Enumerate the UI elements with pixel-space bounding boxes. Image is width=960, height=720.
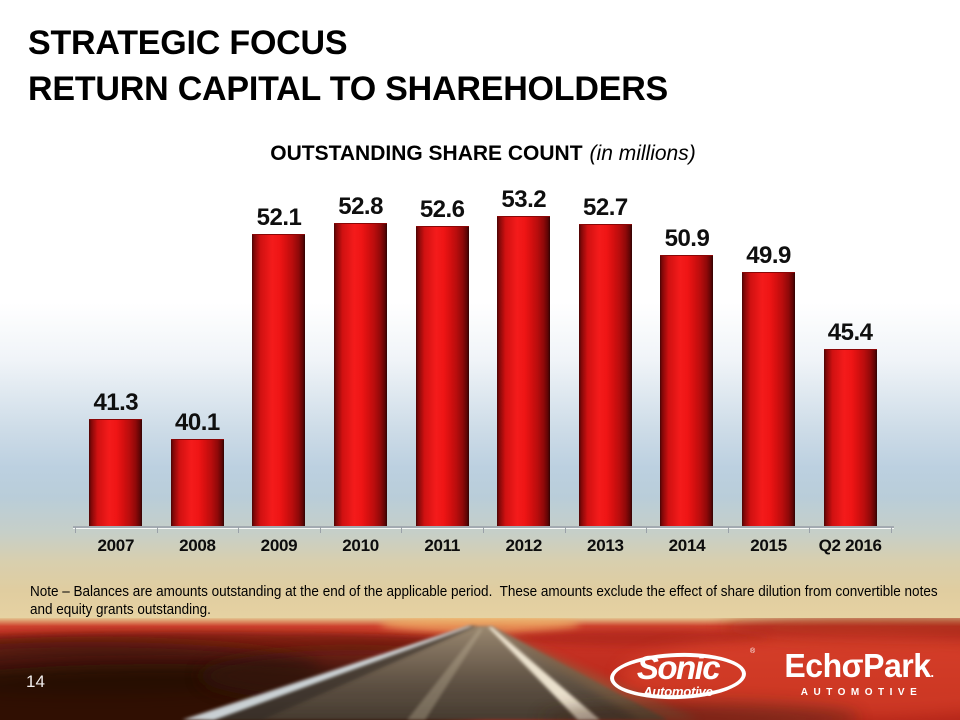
axis-tick <box>401 527 403 533</box>
bar-slot: 52.6 <box>401 186 483 527</box>
bar <box>660 255 714 527</box>
bar-slot: 49.9 <box>728 186 810 527</box>
echopark-automotive-logo: EchσPark. AUTOMOTIVE <box>778 649 940 698</box>
bar-value-label: 49.9 <box>746 241 791 269</box>
x-axis-label: 2010 <box>342 536 379 555</box>
bar-value-label: 41.3 <box>93 388 139 416</box>
echopark-wordmark-text: EchσPark <box>784 647 931 684</box>
bar-value-label: 52.6 <box>419 195 465 223</box>
x-axis-ticks <box>75 527 892 533</box>
x-axis-label: 2011 <box>424 536 461 555</box>
bar <box>252 234 306 527</box>
x-axis-label: 2009 <box>260 536 298 555</box>
axis-tick <box>156 527 158 533</box>
x-axis-label: 2012 <box>505 536 543 555</box>
axis-tick <box>646 527 648 533</box>
slide-title-line-1: STRATEGIC FOCUS <box>28 24 348 62</box>
x-axis-label: 2015 <box>750 536 787 555</box>
x-axis-label: 2007 <box>97 536 135 555</box>
bright-red-area-right <box>620 634 960 718</box>
bar-chart-plot-area: 41.3 40.1 52.1 52.8 52.6 53.2 52.7 50.9 49.9 45.4 <box>75 186 891 527</box>
bar-value-label: 52.7 <box>583 193 628 221</box>
bar-slot: 52.7 <box>565 186 647 527</box>
axis-tick <box>891 527 892 533</box>
bar <box>823 349 877 527</box>
bar-slot: 40.1 <box>157 186 239 527</box>
footnote-line-2: and equity grants outstanding. <box>30 600 211 618</box>
x-axis-labels: 2007 2008 2009 2010 2011 2012 2013 2014 2015 Q2 2… <box>75 536 891 556</box>
chart-title-units: (in millions) <box>589 142 696 165</box>
bar-value-label: 40.1 <box>175 408 220 436</box>
slide-title-line-2: RETURN CAPITAL TO SHAREHOLDERS <box>28 70 669 108</box>
bar-value-label: 52.1 <box>256 203 302 231</box>
bar-value-label: 45.4 <box>827 318 873 346</box>
chart-title: OUTSTANDING SHARE COUNT (in millions) <box>75 142 891 166</box>
sonic-registered-mark: ® <box>750 648 756 655</box>
bar-slot: 52.8 <box>320 186 402 527</box>
axis-tick <box>727 527 729 533</box>
bar-slot: 53.2 <box>483 186 565 527</box>
page-number: 14 <box>26 672 45 691</box>
sonic-logo-wordmark: Sonic <box>636 649 721 686</box>
sunset-glow <box>380 618 580 633</box>
red-cloud-streak <box>510 630 770 646</box>
echopark-trademark-dot: . <box>930 665 935 680</box>
road-shoulder-right <box>492 627 700 720</box>
bar <box>415 226 469 527</box>
x-axis-label: 2013 <box>587 536 624 555</box>
bar-value-label: 50.9 <box>664 224 710 252</box>
slide-title: STRATEGIC FOCUS RETURN CAPITAL TO SHAREH… <box>28 20 668 112</box>
bar <box>742 272 796 527</box>
bar <box>89 419 143 527</box>
bar <box>578 224 632 527</box>
bar <box>170 439 224 527</box>
x-axis-label: 2014 <box>668 536 706 555</box>
sonic-logo-subtext: Automotive <box>643 684 713 699</box>
bar <box>334 223 388 527</box>
axis-tick <box>483 527 484 533</box>
bar-slot: 52.1 <box>238 186 320 527</box>
x-axis-label: Q2 2016 <box>818 536 882 555</box>
axis-tick <box>809 527 811 533</box>
bar-value-label: 52.8 <box>338 192 383 220</box>
echopark-logo-subtext: AUTOMOTIVE <box>800 687 923 698</box>
footnote: Note – Balances are amounts outstanding … <box>30 583 960 618</box>
bar-slot: 41.3 <box>75 186 157 527</box>
lane-line-center <box>407 629 483 720</box>
axis-tick <box>238 527 240 533</box>
lane-line-right <box>488 627 600 720</box>
echopark-wordmark: EchσPark. <box>780 649 937 682</box>
bar <box>497 216 551 527</box>
bar-value-label: 53.2 <box>501 185 547 213</box>
lane-line-left <box>182 626 473 720</box>
bar-slot: 50.9 <box>646 186 728 527</box>
axis-tick <box>319 527 321 533</box>
shadow-bottom-right <box>540 702 860 720</box>
footnote-line-1: Note – Balances are amounts outstanding … <box>30 583 938 600</box>
sonic-automotive-logo: Sonic ® Automotive <box>609 648 755 702</box>
bar-slot: 45.4 <box>809 186 891 527</box>
chart-title-main: OUTSTANDING SHARE COUNT <box>270 142 583 165</box>
road-banner-image <box>0 618 960 720</box>
axis-tick <box>75 527 76 533</box>
axis-tick <box>564 527 566 533</box>
x-axis-label: 2008 <box>179 536 216 555</box>
